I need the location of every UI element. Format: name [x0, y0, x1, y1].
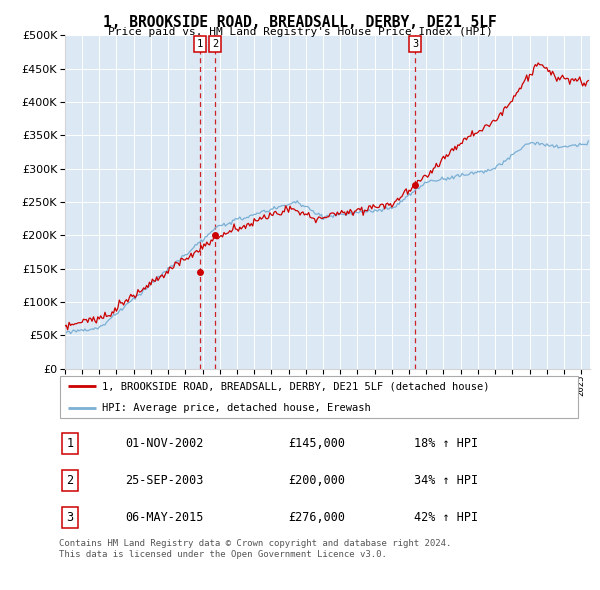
Text: 34% ↑ HPI: 34% ↑ HPI [414, 474, 478, 487]
Text: Price paid vs. HM Land Registry's House Price Index (HPI): Price paid vs. HM Land Registry's House … [107, 27, 493, 37]
Text: 06-MAY-2015: 06-MAY-2015 [125, 512, 203, 525]
Text: 2: 2 [67, 474, 74, 487]
Text: 25-SEP-2003: 25-SEP-2003 [125, 474, 203, 487]
Text: HPI: Average price, detached house, Erewash: HPI: Average price, detached house, Erew… [101, 402, 370, 412]
Text: 1: 1 [67, 437, 74, 450]
Text: 1, BROOKSIDE ROAD, BREADSALL, DERBY, DE21 5LF (detached house): 1, BROOKSIDE ROAD, BREADSALL, DERBY, DE2… [101, 382, 489, 392]
Text: 18% ↑ HPI: 18% ↑ HPI [414, 437, 478, 450]
Text: £145,000: £145,000 [288, 437, 345, 450]
Text: 1: 1 [197, 39, 203, 49]
Text: 3: 3 [67, 512, 74, 525]
Text: 2: 2 [212, 39, 218, 49]
Text: 1, BROOKSIDE ROAD, BREADSALL, DERBY, DE21 5LF: 1, BROOKSIDE ROAD, BREADSALL, DERBY, DE2… [103, 15, 497, 30]
Text: 3: 3 [412, 39, 418, 49]
Text: 42% ↑ HPI: 42% ↑ HPI [414, 512, 478, 525]
Text: £276,000: £276,000 [288, 512, 345, 525]
Text: £200,000: £200,000 [288, 474, 345, 487]
Text: Contains HM Land Registry data © Crown copyright and database right 2024.
This d: Contains HM Land Registry data © Crown c… [59, 539, 451, 559]
Text: 01-NOV-2002: 01-NOV-2002 [125, 437, 203, 450]
FancyBboxPatch shape [59, 376, 578, 418]
